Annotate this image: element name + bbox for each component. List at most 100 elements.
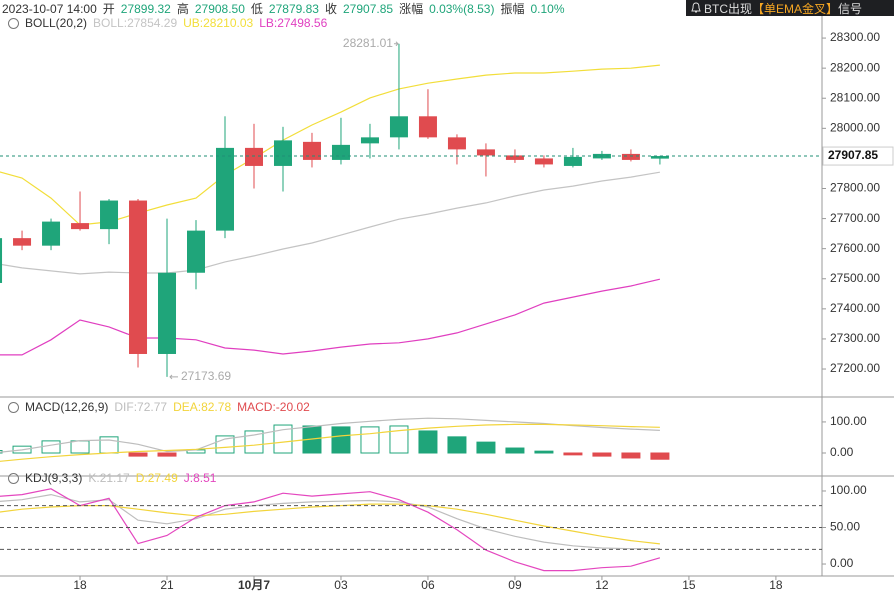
boll-line [0,278,661,356]
signal-banner[interactable]: BTC出现 【单EMA金叉】 信号 [686,0,894,16]
macd-bar [505,447,525,454]
y-tick-label: 0.00 [830,556,854,570]
macd-bar [563,452,583,456]
min-label: 27173.69 [181,369,231,383]
candle-body [244,147,263,166]
indicator-icon[interactable] [8,472,19,484]
indicator-title: KDJ(9,3,3) [25,471,83,485]
field-value: 0.03%(8.53) [429,1,495,16]
indicator-legend[interactable]: MACD(12,26,9) DIF:72.77 DEA:82.78 MACD:-20.… [8,400,310,414]
y-tick-label: 27400.00 [830,301,880,315]
x-tick-label: 18 [73,578,87,592]
candle-body [360,137,379,144]
plot-area [0,43,670,572]
candle-body [215,147,234,231]
macd-bar [360,426,380,454]
boll-line [0,64,660,226]
legend-entry: DIF:72.77 [114,400,168,414]
candle-body [331,144,350,160]
field-value: 27879.83 [268,1,319,16]
x-tick-label: 18 [769,578,783,592]
y-tick-label: 27200.00 [830,361,880,375]
field-value: 27907.85 [343,1,394,16]
candle-body [187,230,206,273]
macd-bar [157,452,177,457]
candle-body [476,149,495,156]
signal-highlight: 【单EMA金叉】 [752,1,839,16]
min-arrow [169,374,179,380]
field-label: 低 [250,2,263,16]
macd-bar [99,436,119,454]
x-tick-label: 10月7 [238,578,270,592]
candle-body [158,272,177,354]
macd-bar [534,450,554,454]
y-tick-label: 0.00 [830,445,854,459]
macd-bar [621,452,641,459]
bell-icon [691,2,701,13]
indicator-title: BOLL(20,2) [25,16,88,30]
field-label: 高 [176,2,189,16]
legend-entry: D:27.49 [135,471,178,485]
indicator-legend[interactable]: BOLL(20,2) BOLL:27854.29 UB:28210.03 LB:274… [8,16,327,30]
indicator-icon[interactable] [8,401,19,413]
candle-body [389,116,408,138]
x-tick-label: 06 [421,578,435,592]
candle-body [42,221,61,246]
candle-body [650,156,669,159]
candle-body [534,158,553,165]
macd-bar [70,440,90,454]
candle-body [418,116,437,138]
candle-body [505,155,524,160]
field-value: 27899.32 [120,1,171,16]
last-price-label: 27907.85 [828,148,878,162]
candle-body [13,238,32,246]
field-label: 开 [102,2,115,16]
y-tick-label: 100.00 [830,414,867,428]
kdj-line [0,503,660,545]
indicator-legend[interactable]: KDJ(9,3,3) K:21.17 D:27.49 J:8.51 [8,471,216,485]
macd-line [0,423,660,462]
candle-body [621,153,640,160]
macd-bar [41,440,61,454]
macd-bar [389,425,409,454]
legend-entry: K:21.17 [88,471,130,485]
kdj-line [0,493,660,550]
macd-bar [592,452,612,457]
x-tick-label: 03 [334,578,348,592]
macd-bar [244,430,264,454]
candle-body [129,200,148,354]
candle-body [100,200,119,230]
candle-body [71,223,90,230]
field-label: 涨幅 [399,2,424,16]
candle-body [273,140,292,166]
y-tick-label: 100.00 [830,483,867,497]
time: 2023-10-07 14:00 [2,1,97,16]
x-tick-label: 12 [595,578,609,592]
kdj-line [0,488,661,572]
field-label: 振幅 [500,2,525,16]
field-label: 收 [324,2,337,16]
candle-body [302,141,321,160]
legend-entry: BOLL:27854.29 [93,16,178,30]
legend-entry: UB:28210.03 [183,16,254,30]
field-value: 0.10% [530,1,565,16]
indicator-icon[interactable] [8,17,19,29]
macd-line [0,417,660,453]
x-tick-label: 21 [160,578,174,592]
macd-bar [447,436,467,454]
y-tick-label: 28300.00 [830,30,880,44]
macd-bar [331,426,351,454]
candle-body [447,137,466,150]
legend-entry: DEA:82.78 [173,400,232,414]
y-tick-label: 28000.00 [830,121,880,135]
macd-bar [476,441,496,454]
y-tick-label: 28100.00 [830,90,880,104]
macd-bar [128,452,148,457]
max-label: 28281.01 [343,36,393,50]
signal-suffix: 信号 [838,1,863,16]
indicator-title: MACD(12,26,9) [25,400,109,414]
macd-bar [273,424,293,454]
y-tick-label: 50.00 [830,520,860,534]
